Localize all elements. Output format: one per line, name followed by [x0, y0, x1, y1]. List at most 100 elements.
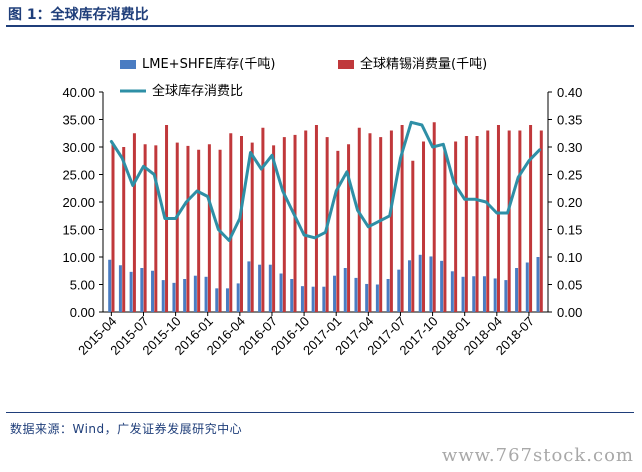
- consumption-bar: [379, 137, 383, 312]
- chart-canvas: 0.00 5.00 10.00 15.00 20.00 25.00 30.00 35.00 40…: [62, 56, 582, 358]
- consumption-bar: [336, 150, 340, 312]
- inventory-bar: [450, 271, 454, 312]
- legend-swatch-inventory: [120, 60, 136, 69]
- consumption-bar: [389, 130, 393, 312]
- left-tick-label: 20.00: [62, 195, 95, 210]
- inventory-bar: [204, 276, 208, 312]
- inventory-bar: [386, 279, 390, 312]
- right-tick-label: 0.40: [557, 85, 582, 100]
- right-tick-label: 0.35: [557, 113, 582, 128]
- footer-rule: [6, 412, 634, 413]
- consumption-bar: [272, 145, 276, 312]
- inventory-bar: [440, 260, 444, 312]
- figure-title: 图 1：全球库存消费比: [8, 7, 149, 23]
- inventory-bar: [311, 286, 315, 312]
- inventory-bar: [108, 259, 112, 312]
- inventory-bar: [418, 254, 422, 312]
- inventory-bar: [375, 284, 379, 312]
- right-tick-label: 0.20: [557, 195, 582, 210]
- watermark: www.767stock.com: [441, 445, 634, 466]
- left-tick-label: 10.00: [62, 250, 95, 265]
- inventory-bar: [247, 261, 251, 312]
- consumption-bar: [464, 136, 468, 312]
- inventory-bar: [429, 256, 433, 312]
- inventory-bar: [183, 279, 187, 312]
- right-tick-label: 0.30: [557, 140, 582, 155]
- inventory-bar: [161, 280, 165, 312]
- inventory-bar: [333, 275, 337, 312]
- consumption-bar: [250, 142, 254, 312]
- inventory-bar: [493, 278, 497, 312]
- inventory-bar: [525, 262, 529, 312]
- inventory-bar: [461, 276, 465, 312]
- inventory-bar: [343, 268, 347, 312]
- consumption-bar: [357, 127, 361, 312]
- left-tick-label: 15.00: [62, 223, 95, 238]
- consumption-bar: [368, 133, 372, 312]
- consumption-bar: [443, 149, 447, 312]
- consumption-bar: [411, 160, 415, 312]
- inventory-bar: [300, 286, 304, 312]
- left-tick-label: 35.00: [62, 113, 95, 128]
- consumption-bar: [175, 142, 179, 312]
- inventory-bar: [290, 279, 294, 312]
- consumption-bar: [529, 125, 533, 312]
- inventory-bar: [268, 264, 272, 312]
- consumption-bar: [132, 133, 136, 312]
- right-tick-label: 0.00: [557, 305, 582, 320]
- consumption-bar: [432, 122, 436, 312]
- consumption-bar: [207, 144, 211, 312]
- consumption-bar: [111, 144, 115, 312]
- inventory-bar: [258, 264, 262, 312]
- consumption-bar: [154, 145, 158, 312]
- consumption-bar: [186, 145, 190, 312]
- inventory-bar: [365, 283, 369, 312]
- right-tick-label: 0.25: [557, 168, 582, 183]
- consumption-bar: [422, 141, 426, 312]
- consumption-bar: [347, 144, 351, 312]
- inventory-bar: [193, 275, 197, 312]
- x-axis: 2015-042015-072015-102016-012016-042016-…: [75, 312, 537, 358]
- left-tick-label: 40.00: [62, 85, 95, 100]
- left-tick-label: 5.00: [70, 278, 95, 293]
- consumption-bar: [454, 141, 458, 312]
- inventory-bar: [118, 265, 122, 312]
- inventory-bar: [515, 268, 519, 312]
- source-note: 数据来源：Wind，广发证券发展研究中心: [10, 422, 243, 436]
- left-tick-label: 25.00: [62, 168, 95, 183]
- inventory-bar: [215, 288, 219, 312]
- consumption-bar: [293, 134, 297, 312]
- legend-swatch-consumption: [338, 60, 354, 69]
- inventory-bar: [236, 283, 240, 312]
- ratio-line: [109, 120, 542, 242]
- consumption-bar: [282, 137, 286, 312]
- inventory-bar: [129, 271, 133, 312]
- consumption-bar: [400, 125, 404, 312]
- consumption-bar: [122, 147, 126, 312]
- inventory-bar: [140, 268, 144, 312]
- legend-label-ratio: 全球库存消费比: [152, 83, 243, 99]
- consumption-bar: [496, 125, 500, 312]
- legend-label-consumption: 全球精锡消费量(千吨): [360, 56, 487, 72]
- right-axis: 0.00 0.05 0.10 0.15 0.20 0.25 0.30 0.35 0.40: [548, 85, 582, 320]
- consumption-bar: [314, 125, 318, 312]
- consumption-bar: [197, 149, 201, 312]
- ratio-line-group: [109, 120, 542, 242]
- consumption-bar: [304, 130, 308, 312]
- right-tick-label: 0.05: [557, 278, 582, 293]
- left-axis: 0.00 5.00 10.00 15.00 20.00 25.00 30.00 35.00 40…: [62, 85, 103, 320]
- inventory-bar: [322, 286, 326, 312]
- inventory-bar: [279, 273, 283, 312]
- consumption-bar: [475, 136, 479, 312]
- consumption-bar: [229, 133, 233, 312]
- consumption-bar: [261, 127, 265, 312]
- left-tick-label: 30.00: [62, 140, 95, 155]
- inventory-bar: [354, 277, 358, 312]
- right-tick-label: 0.10: [557, 250, 582, 265]
- consumption-bar: [239, 136, 243, 312]
- consumption-bar: [507, 130, 511, 312]
- consumption-bar: [143, 144, 147, 312]
- consumption-bar: [518, 130, 522, 312]
- inventory-bar: [225, 288, 229, 312]
- consumption-bar: [486, 130, 490, 312]
